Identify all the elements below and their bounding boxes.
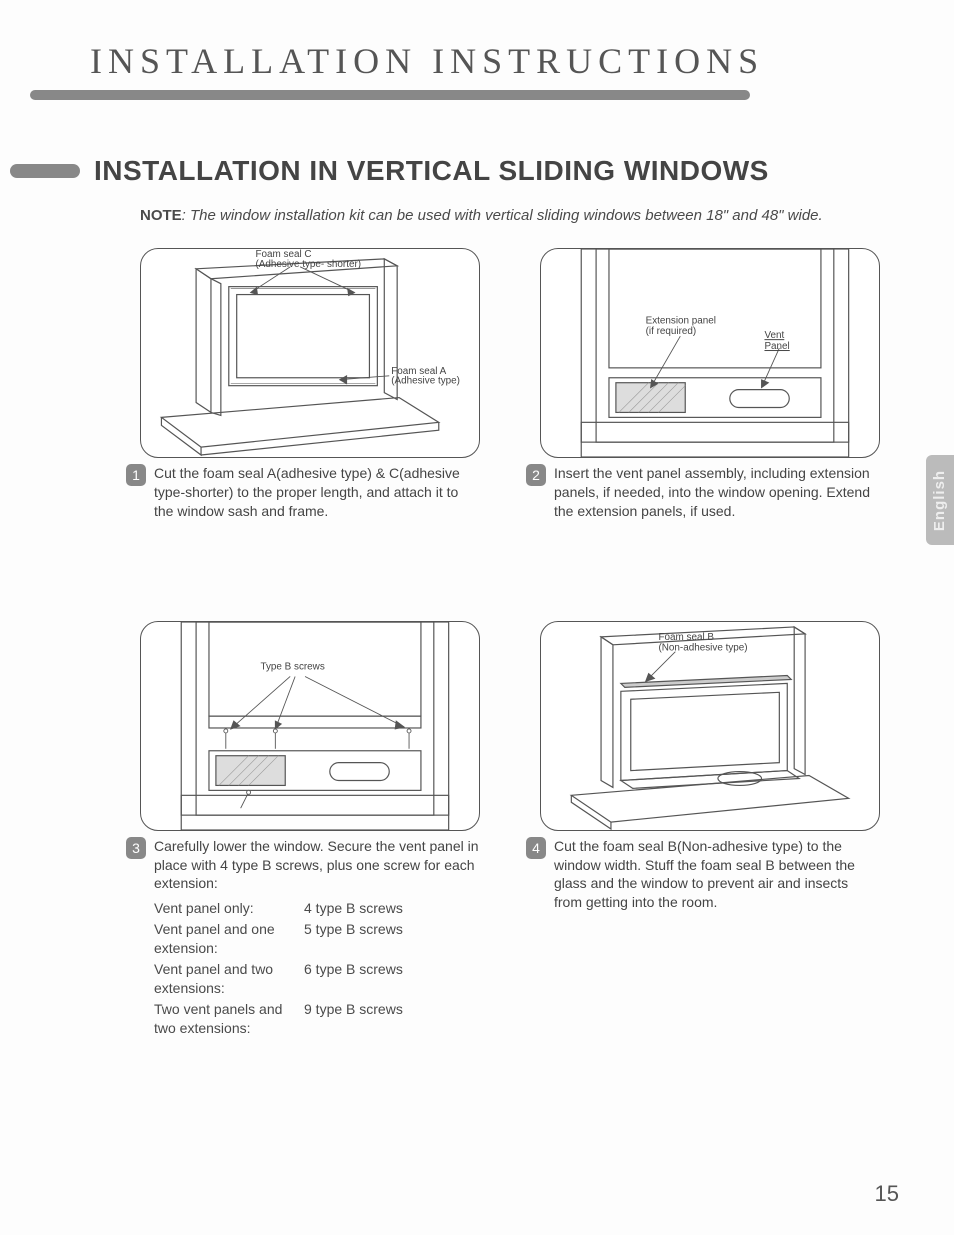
fig2-label-ext2: (if required) [646, 326, 697, 337]
screw-row: Two vent panels and two extensions: 9 ty… [154, 1000, 480, 1038]
fig4-label-b2: (Non-adhesive type) [658, 642, 747, 653]
screw-row: Vent panel only: 4 type B screws [154, 899, 480, 918]
screw-label: Two vent panels and two extensions: [154, 1000, 304, 1038]
language-tab-text: English [932, 469, 949, 530]
step-3: Type B screws 3 Carefully lower the wind… [140, 621, 480, 1040]
step-1-figure: Foam seal C (Adhesive type- shorter) Foa… [140, 248, 480, 458]
step-2-text: Insert the vent panel assembly, includin… [554, 464, 880, 521]
page-number: 15 [875, 1181, 899, 1207]
step-2: Extension panel (if required) Vent Panel… [540, 248, 880, 521]
section-title: INSTALLATION IN VERTICAL SLIDING WINDOWS [94, 155, 769, 187]
fig1-label-a2: (Adhesive type) [391, 376, 460, 387]
step-4: Foam seal B (Non-adhesive type) 4 Cut th… [540, 621, 880, 1040]
step-2-figure: Extension panel (if required) Vent Panel [540, 248, 880, 458]
screw-value: 6 type B screws [304, 960, 403, 998]
section-note: NOTE: The window installation kit can be… [140, 205, 834, 226]
step-4-number: 4 [526, 837, 546, 859]
step-3-figure: Type B screws [140, 621, 480, 831]
screw-value: 9 type B screws [304, 1000, 403, 1038]
step-1: Foam seal C (Adhesive type- shorter) Foa… [140, 248, 480, 521]
screw-table: Vent panel only: 4 type B screws Vent pa… [154, 899, 480, 1037]
fig3-label-screws: Type B screws [260, 661, 324, 672]
fig2-label-vent: Vent [764, 330, 784, 341]
screw-row: Vent panel and one extension: 5 type B s… [154, 920, 480, 958]
screw-label: Vent panel and two extensions: [154, 960, 304, 998]
screw-label: Vent panel and one extension: [154, 920, 304, 958]
fig2-label-ext: Extension panel [646, 315, 716, 326]
section-bullet-pill [10, 164, 80, 178]
screw-label: Vent panel only: [154, 899, 304, 918]
fig2-label-vent2: Panel [764, 341, 789, 352]
language-tab: English [926, 455, 954, 545]
screw-row: Vent panel and two extensions: 6 type B … [154, 960, 480, 998]
screw-value: 5 type B screws [304, 920, 403, 958]
step-2-number: 2 [526, 464, 546, 486]
fig4-label-b: Foam seal B [658, 632, 714, 643]
steps-grid: Foam seal C (Adhesive type- shorter) Foa… [140, 248, 874, 1040]
step-4-text: Cut the foam seal B(Non-adhesive type) t… [554, 837, 880, 913]
step-1-text: Cut the foam seal A(adhesive type) & C(a… [154, 464, 480, 521]
section-header: INSTALLATION IN VERTICAL SLIDING WINDOWS [60, 155, 894, 187]
step-4-figure: Foam seal B (Non-adhesive type) [540, 621, 880, 831]
note-text: : The window installation kit can be use… [182, 207, 823, 224]
fig1-label-c2: (Adhesive type- shorter) [256, 259, 362, 270]
note-label: NOTE [140, 207, 182, 224]
step-1-number: 1 [126, 464, 146, 486]
step-3-text: Carefully lower the window. Secure the v… [154, 837, 480, 894]
step-3-number: 3 [126, 837, 146, 859]
screw-value: 4 type B screws [304, 899, 403, 918]
page-title: INSTALLATION INSTRUCTIONS [90, 40, 894, 82]
title-horizontal-rule [30, 90, 750, 100]
